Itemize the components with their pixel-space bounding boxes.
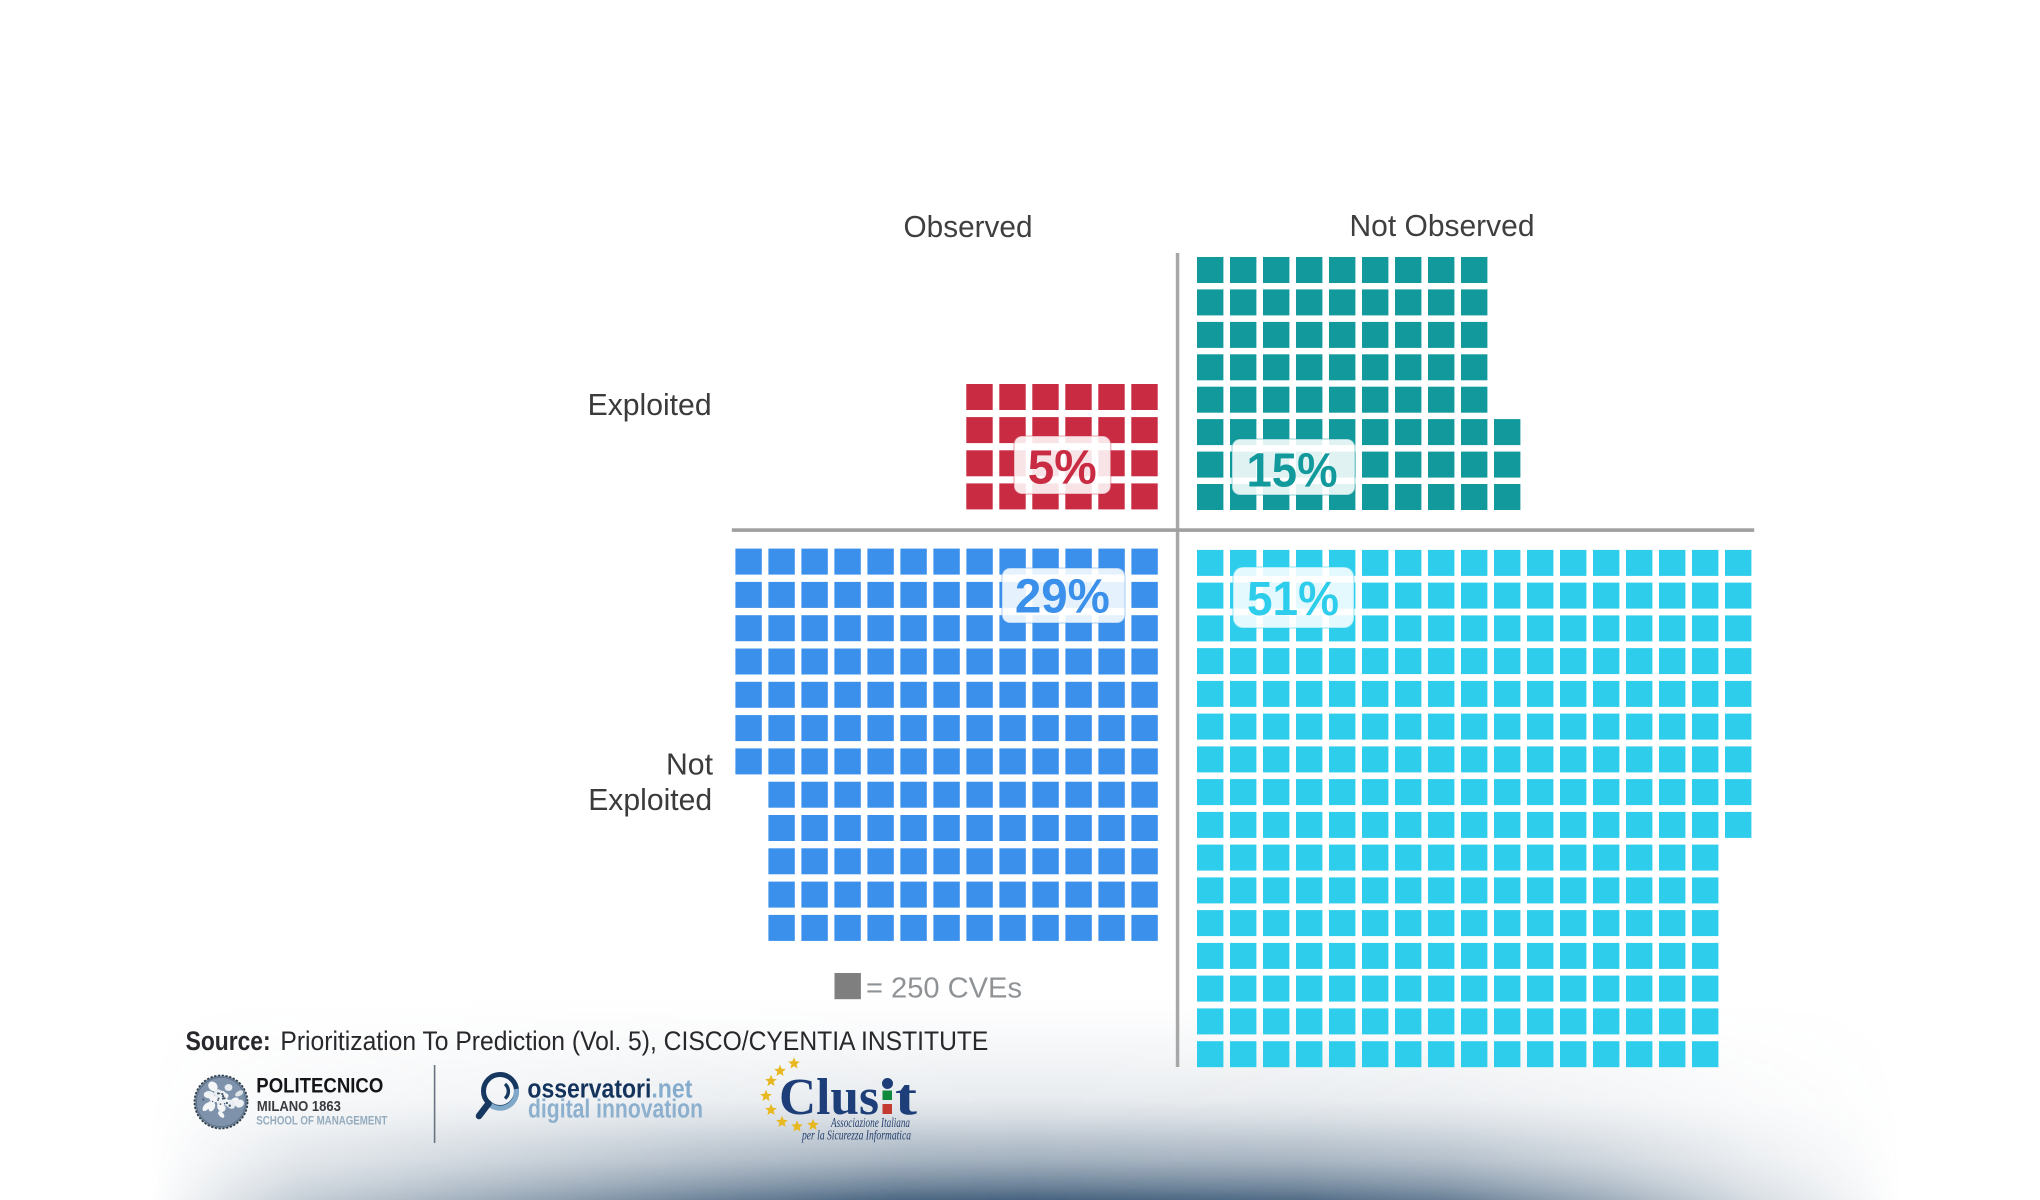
svg-text:Exploited: Exploited (588, 388, 712, 422)
svg-text:Clus: Clus (779, 1069, 879, 1126)
svg-text:digital innovation: digital innovation (528, 1096, 703, 1124)
svg-text:MILANO 1863: MILANO 1863 (257, 1098, 341, 1115)
svg-text:Not Observed: Not Observed (1350, 209, 1535, 243)
svg-text:Not: Not (666, 748, 714, 782)
svg-text:Associazione Italiana: Associazione Italiana (830, 1115, 910, 1130)
svg-text:osservatori.net: osservatori.net (527, 1076, 692, 1104)
svg-text:Exploited: Exploited (588, 783, 712, 817)
svg-text:SCHOOL OF MANAGEMENT: SCHOOL OF MANAGEMENT (256, 1114, 387, 1128)
svg-text:Source:: Source: (186, 1026, 271, 1056)
svg-text:per la Sicurezza Informatica: per la Sicurezza Informatica (801, 1128, 911, 1143)
svg-text:= 250 CVEs: = 250 CVEs (866, 973, 1022, 1005)
svg-text:Observed: Observed (904, 210, 1033, 244)
svg-text:POLITECNICO: POLITECNICO (256, 1074, 383, 1097)
svg-text:29%: 29% (1015, 571, 1110, 624)
svg-text:51%: 51% (1247, 573, 1339, 626)
svg-text:Prioritization To Prediction (: Prioritization To Prediction (Vol. 5), C… (280, 1026, 988, 1056)
svg-text:5%: 5% (1028, 442, 1097, 495)
svg-text:15%: 15% (1247, 445, 1338, 498)
svg-text:t: t (895, 1069, 918, 1126)
